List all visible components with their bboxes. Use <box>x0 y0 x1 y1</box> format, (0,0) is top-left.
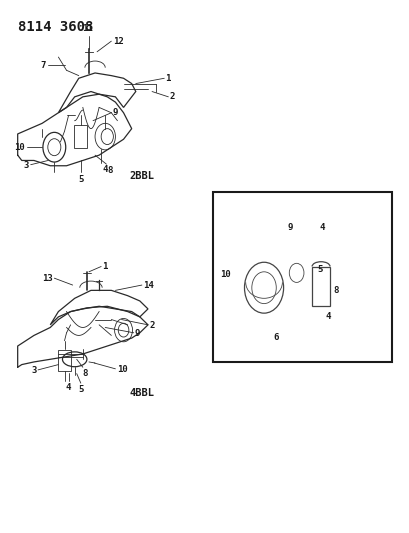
Text: 2BBL: 2BBL <box>129 171 154 181</box>
Text: 4: 4 <box>102 165 108 174</box>
Text: 6: 6 <box>273 333 278 342</box>
Text: 3: 3 <box>31 367 36 375</box>
Text: 4: 4 <box>324 312 330 321</box>
Text: 12: 12 <box>113 37 124 46</box>
Text: 13: 13 <box>42 273 53 282</box>
Text: 5: 5 <box>78 175 83 184</box>
Text: 1: 1 <box>102 262 108 271</box>
Text: 10: 10 <box>220 270 231 279</box>
Text: 7: 7 <box>40 61 45 69</box>
Text: 9: 9 <box>135 329 140 338</box>
Text: 4: 4 <box>66 383 71 392</box>
Text: 8: 8 <box>83 369 88 378</box>
Text: 8114 3608: 8114 3608 <box>18 20 93 34</box>
Text: 9: 9 <box>286 223 292 232</box>
Text: 5: 5 <box>316 265 321 273</box>
Text: 10: 10 <box>116 366 127 374</box>
Text: 1: 1 <box>165 74 171 83</box>
Text: 2: 2 <box>169 92 175 101</box>
Text: 3: 3 <box>24 161 29 170</box>
Bar <box>213 192 391 362</box>
Text: 14: 14 <box>143 280 153 289</box>
Bar <box>311 266 329 306</box>
Bar <box>58 350 70 372</box>
Text: 10: 10 <box>14 143 25 152</box>
Text: 8: 8 <box>333 286 338 295</box>
Text: 4BBL: 4BBL <box>129 389 154 399</box>
Text: 9: 9 <box>112 108 118 117</box>
Text: 11: 11 <box>82 24 93 33</box>
Text: 8: 8 <box>108 166 113 175</box>
Text: 4: 4 <box>319 223 324 232</box>
Text: 5: 5 <box>78 385 83 394</box>
Text: 2: 2 <box>149 321 154 330</box>
Bar <box>74 125 87 148</box>
